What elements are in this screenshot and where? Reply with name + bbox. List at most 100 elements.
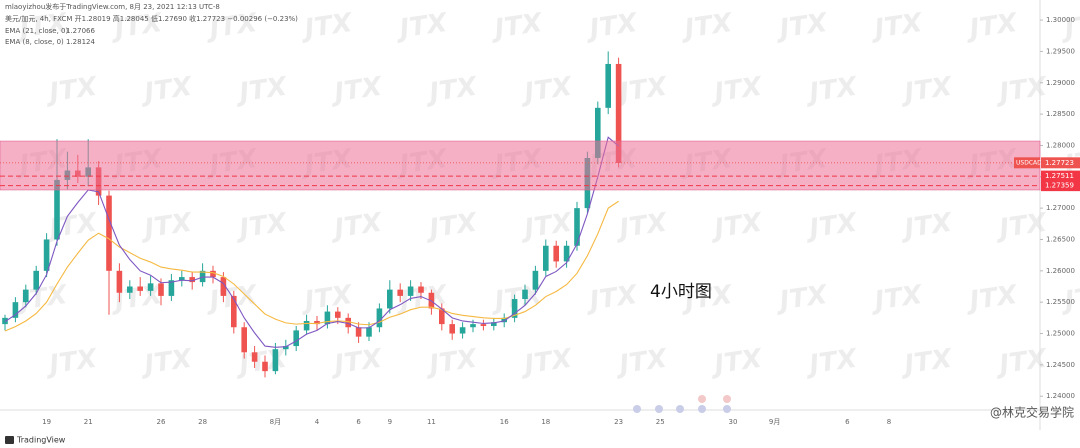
candle-body — [324, 311, 331, 325]
watermark: JTX — [233, 344, 291, 381]
candle-body — [501, 317, 507, 323]
x-tick-label: 28 — [198, 418, 207, 426]
candle-body — [231, 295, 237, 328]
candle-body — [543, 245, 549, 271]
candle-body — [376, 308, 383, 328]
candle-body — [168, 280, 175, 296]
x-tick-label: 30 — [729, 418, 738, 426]
watermark: JTX — [423, 208, 481, 245]
watermark: JTX — [233, 208, 291, 245]
watermark: JTX — [613, 208, 671, 245]
watermark: JTX — [108, 8, 166, 45]
y-tick-label: 1.28000 — [1046, 141, 1075, 149]
candle-body — [199, 270, 206, 283]
candle-body — [553, 245, 559, 262]
watermark: JTX — [13, 280, 71, 317]
watermark: JTX — [773, 8, 831, 45]
watermark: JTX — [583, 280, 641, 317]
annotation: 4小时图 — [650, 282, 712, 302]
candle-body — [262, 361, 268, 372]
candle-body — [283, 346, 289, 350]
candle-body — [418, 286, 424, 293]
watermark: JTX — [898, 208, 956, 245]
legend-value: 1.28124 — [66, 38, 95, 46]
candle-body — [220, 277, 227, 296]
candle-body — [106, 195, 112, 271]
candle-body — [293, 330, 299, 347]
watermark: JTX — [678, 8, 736, 45]
watermark: JTX — [518, 208, 576, 245]
candle-body — [532, 270, 539, 290]
watermark: JTX — [708, 72, 766, 109]
watermark: JTX — [708, 344, 766, 381]
legend-value: 1.27066 — [66, 27, 95, 35]
candle-body — [470, 324, 476, 328]
x-tick-label: 6 — [845, 418, 850, 426]
watermark: JTX — [233, 72, 291, 109]
watermark: JTX — [203, 8, 261, 45]
watermark: JTX — [393, 8, 451, 45]
x-tick-label: 25 — [656, 418, 665, 426]
watermark: JTX — [868, 8, 926, 45]
watermark: JTX — [138, 344, 196, 381]
watermark: JTX — [803, 72, 861, 109]
candle-body — [303, 320, 310, 331]
candle-body — [147, 283, 154, 291]
x-tick-label: 11 — [427, 418, 436, 426]
candle-body — [615, 63, 622, 163]
candle-body — [189, 277, 195, 283]
watermark: JTX — [993, 72, 1051, 109]
candle-body — [355, 327, 362, 337]
symbol-tag — [1014, 157, 1040, 169]
y-tick-label: 1.24000 — [1046, 392, 1075, 400]
x-tick-label: 6 — [356, 418, 361, 426]
watermark: JTX — [898, 344, 956, 381]
watermark: JTX — [423, 344, 481, 381]
candle-body — [397, 289, 403, 296]
candle-body — [179, 277, 185, 281]
candle-body — [439, 308, 445, 325]
watermark: JTX — [328, 344, 386, 381]
x-tick-label: 8月 — [270, 418, 281, 426]
candle-body — [387, 289, 393, 309]
candle-body — [314, 320, 320, 325]
candle-body — [116, 270, 123, 293]
chart-title: 美元/加元, 4h, FXCM 开1.28019 高1.28045 低1.276… — [5, 14, 298, 23]
platform-name: TradingView — [16, 436, 66, 445]
price-tag-label: 1.27359 — [1045, 182, 1074, 190]
candle-body — [511, 299, 518, 318]
watermark: JTX — [963, 280, 1021, 317]
y-tick-label: 1.27000 — [1046, 204, 1075, 212]
candle-body — [407, 286, 414, 296]
y-tick-label: 1.29500 — [1046, 47, 1075, 55]
ema-line — [4, 200, 619, 332]
watermark: JTX — [43, 344, 101, 381]
x-tick-label: 8 — [887, 418, 891, 426]
watermark: JTX — [488, 8, 546, 45]
resistance-zone — [0, 140, 1041, 191]
event-icons — [633, 395, 731, 413]
candle-body — [345, 317, 351, 328]
watermark: JTX — [13, 8, 71, 45]
candle-body — [522, 289, 528, 300]
x-tick-label: 26 — [157, 418, 166, 426]
candle-body — [272, 349, 279, 372]
x-tick-label: 4 — [315, 418, 320, 426]
watermark: JTX — [993, 344, 1051, 381]
watermark: JTX — [43, 208, 101, 245]
watermark: JTX — [708, 208, 766, 245]
candle-body — [210, 270, 216, 278]
watermark: JTX — [868, 280, 926, 317]
candle-body — [241, 327, 247, 353]
candle-body — [127, 286, 133, 293]
candle-body — [137, 286, 143, 291]
price-tag-label: 1.27511 — [1045, 172, 1074, 180]
platform-logo: TradingView — [5, 436, 66, 445]
watermark: JTX — [678, 280, 736, 317]
x-tick-label: 9 — [388, 418, 392, 426]
watermark: JTX — [138, 208, 196, 245]
watermark: JTX — [1058, 8, 1080, 45]
candle-body — [23, 289, 29, 303]
